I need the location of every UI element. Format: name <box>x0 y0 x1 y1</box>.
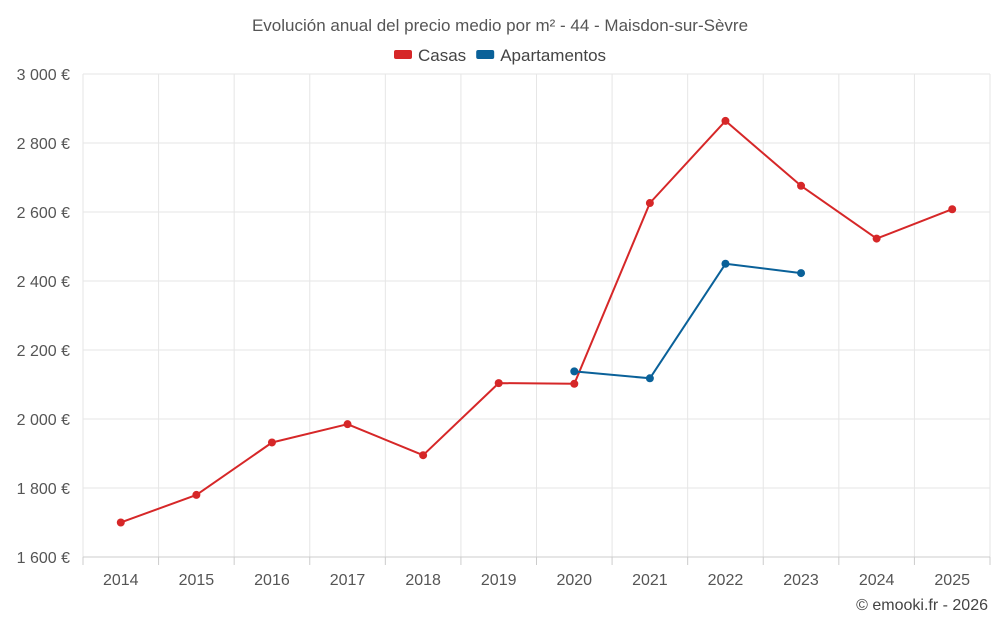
chart-title: Evolución anual del precio medio por m² … <box>252 16 748 35</box>
series-line-casas <box>120 119 953 524</box>
data-point-casas[interactable] <box>721 116 730 125</box>
x-tick-label: 2019 <box>481 572 517 589</box>
x-tick-label: 2021 <box>632 572 668 589</box>
legend-swatch <box>476 50 495 59</box>
data-point-casas[interactable] <box>948 205 957 214</box>
data-point-casas[interactable] <box>343 420 352 429</box>
data-point-casas[interactable] <box>570 379 579 388</box>
y-tick-label: 2 000 € <box>17 412 70 429</box>
data-point-casas[interactable] <box>645 199 654 208</box>
y-axis: 1 600 € 1 800 € 2 000 € 2 200 € 2 400 € 2 600… <box>17 67 70 567</box>
series-line-apartamentos <box>574 262 802 380</box>
data-point-apartamentos[interactable] <box>645 374 654 383</box>
x-tick-label: 2022 <box>708 572 744 589</box>
x-tick-label: 2025 <box>934 572 970 589</box>
legend: Casas Apartamentos <box>394 46 606 65</box>
data-point-casas[interactable] <box>116 518 125 527</box>
legend-item-casas[interactable]: Casas <box>394 46 466 65</box>
credit-text: © emooki.fr - 2026 <box>856 597 988 614</box>
y-tick-label: 2 800 € <box>17 136 70 153</box>
x-tick-label: 2018 <box>405 572 441 589</box>
y-tick-label: 1 600 € <box>17 550 70 567</box>
y-tick-label: 1 800 € <box>17 481 70 498</box>
series-layer <box>116 116 957 527</box>
legend-item-apartamentos[interactable]: Apartamentos <box>476 46 606 65</box>
legend-label: Apartamentos <box>500 46 606 65</box>
data-point-casas[interactable] <box>872 234 881 243</box>
x-tick-label: 2024 <box>859 572 895 589</box>
x-axis: 2014 2015 2016 2017 2018 2019 2020 2021 2022 2023… <box>82 556 991 589</box>
legend-label: Casas <box>418 46 466 65</box>
x-tick-label: 2020 <box>556 572 592 589</box>
data-point-apartamentos[interactable] <box>721 259 730 268</box>
y-tick-label: 3 000 € <box>17 67 70 84</box>
grid <box>82 73 991 557</box>
data-point-apartamentos[interactable] <box>570 367 579 376</box>
x-tick-label: 2017 <box>330 572 366 589</box>
data-point-casas[interactable] <box>419 451 428 460</box>
legend-swatch <box>394 50 412 59</box>
x-tick-label: 2016 <box>254 572 290 589</box>
x-tick-label: 2015 <box>179 572 215 589</box>
data-point-apartamentos[interactable] <box>797 269 806 278</box>
x-tick-label: 2023 <box>783 572 819 589</box>
x-tick-label: 2014 <box>103 572 139 589</box>
data-point-casas[interactable] <box>267 438 276 447</box>
y-tick-label: 2 200 € <box>17 343 70 360</box>
data-point-casas[interactable] <box>494 379 503 388</box>
data-point-casas[interactable] <box>797 181 806 190</box>
y-tick-label: 2 600 € <box>17 205 70 222</box>
y-tick-label: 2 400 € <box>17 274 70 291</box>
data-point-casas[interactable] <box>192 490 201 499</box>
